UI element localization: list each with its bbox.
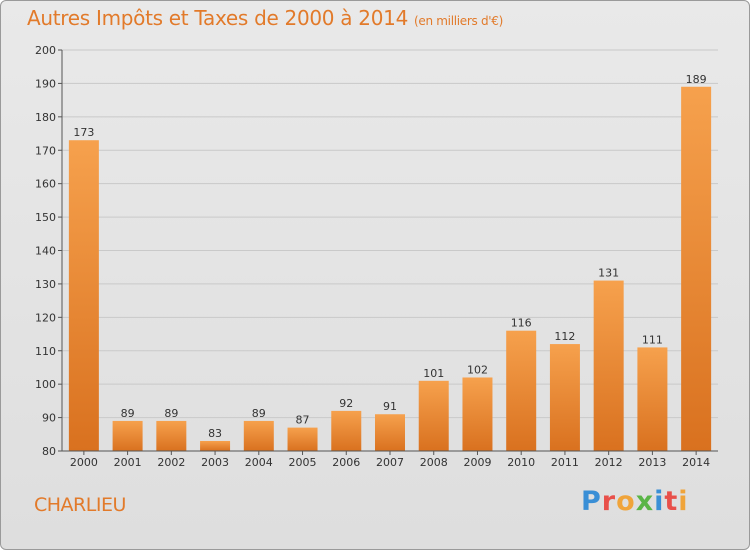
bar-2012[interactable] bbox=[593, 280, 624, 451]
y-tick-label: 190 bbox=[35, 77, 56, 90]
bar-value-label: 112 bbox=[554, 330, 575, 343]
y-tick-label: 130 bbox=[35, 278, 56, 291]
bar-2005[interactable] bbox=[287, 427, 318, 451]
y-tick-label: 170 bbox=[35, 144, 56, 157]
x-tick-label: 2006 bbox=[332, 456, 360, 469]
x-tick-label: 2004 bbox=[245, 456, 273, 469]
bar-2010[interactable] bbox=[506, 330, 537, 451]
bar-2014[interactable] bbox=[681, 86, 712, 451]
bar-value-label: 89 bbox=[252, 407, 266, 420]
y-tick-label: 160 bbox=[35, 178, 56, 191]
proxiti-logo[interactable]: Proxiti bbox=[581, 486, 689, 517]
bar-value-label: 131 bbox=[598, 267, 619, 280]
bar-value-label: 102 bbox=[467, 363, 488, 376]
bar-value-label: 111 bbox=[642, 333, 663, 346]
chart-title-text: Autres Impôts et Taxes de 2000 à 2014 bbox=[27, 6, 408, 30]
bar-2006[interactable] bbox=[331, 410, 362, 451]
logo-letter: t bbox=[664, 486, 679, 517]
x-tick-label: 2014 bbox=[682, 456, 710, 469]
bar-2011[interactable] bbox=[549, 344, 580, 451]
bar-2004[interactable] bbox=[243, 420, 274, 451]
bar-value-label: 92 bbox=[339, 397, 353, 410]
x-tick-label: 2009 bbox=[463, 456, 491, 469]
y-tick-label: 140 bbox=[35, 245, 56, 258]
bar-value-label: 83 bbox=[208, 427, 222, 440]
logo-letter: i bbox=[654, 486, 665, 517]
location-label: CHARLIEU bbox=[34, 494, 126, 516]
chart-title: Autres Impôts et Taxes de 2000 à 2014 (en… bbox=[27, 6, 503, 30]
x-tick-label: 2007 bbox=[376, 456, 404, 469]
bar-2013[interactable] bbox=[637, 347, 668, 451]
logo-letter: i bbox=[678, 486, 689, 517]
y-tick-label: 90 bbox=[42, 412, 56, 425]
x-tick-label: 2012 bbox=[595, 456, 623, 469]
x-tick-label: 2013 bbox=[638, 456, 666, 469]
bar-2007[interactable] bbox=[375, 414, 405, 451]
axes: 80 90 100 110 120 130 140 150 160 170 180 190 200 200… bbox=[35, 44, 718, 469]
x-tick-label: 2003 bbox=[201, 456, 229, 469]
bar-2009[interactable] bbox=[462, 377, 493, 451]
x-tick-label: 2011 bbox=[551, 456, 579, 469]
bar-value-label: 116 bbox=[511, 317, 532, 330]
x-tick-label: 2005 bbox=[289, 456, 317, 469]
y-tick-label: 110 bbox=[35, 345, 56, 358]
bar-2001[interactable] bbox=[112, 420, 143, 451]
bar-value-label: 89 bbox=[121, 407, 135, 420]
chart-subtitle: (en milliers d'€) bbox=[414, 14, 504, 28]
x-tick-label: 2010 bbox=[507, 456, 535, 469]
logo-letter: r bbox=[601, 486, 617, 517]
bar-value-label: 91 bbox=[383, 400, 397, 413]
y-tick-label: 80 bbox=[42, 445, 56, 458]
y-tick-label: 120 bbox=[35, 311, 56, 324]
logo-letter: o bbox=[616, 486, 636, 517]
x-tick-label: 2000 bbox=[70, 456, 98, 469]
bar-2002[interactable] bbox=[156, 420, 187, 451]
logo-letter: P bbox=[581, 486, 602, 517]
bar-value-label: 189 bbox=[686, 73, 707, 86]
x-tick-label: 2008 bbox=[420, 456, 448, 469]
x-tick-label: 2001 bbox=[114, 456, 142, 469]
bar-value-label: 173 bbox=[73, 126, 94, 139]
bar-2008[interactable] bbox=[418, 380, 449, 451]
y-tick-label: 150 bbox=[35, 211, 56, 224]
x-tick-label: 2002 bbox=[157, 456, 185, 469]
bar-value-label: 87 bbox=[296, 414, 310, 427]
y-tick-label: 180 bbox=[35, 111, 56, 124]
bar-value-label: 101 bbox=[423, 367, 444, 380]
y-tick-label: 200 bbox=[35, 44, 56, 57]
y-tick-label: 100 bbox=[35, 378, 56, 391]
bars: 173 89 89 83 89 87 92 91 101 102 116 112 131 111 189 bbox=[68, 73, 712, 451]
logo-letter: x bbox=[635, 486, 655, 517]
bar-2003[interactable] bbox=[200, 440, 231, 451]
bar-2000[interactable] bbox=[68, 140, 99, 451]
bar-value-label: 89 bbox=[164, 407, 178, 420]
